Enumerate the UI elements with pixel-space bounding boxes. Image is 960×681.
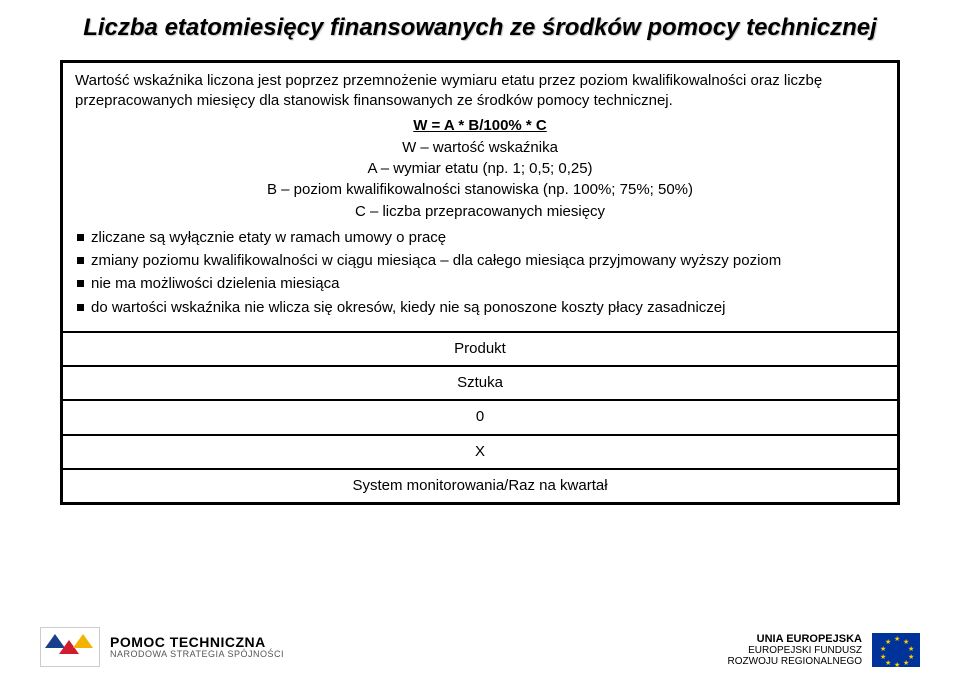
pomoc-techniczna-text: POMOC TECHNICZNA NARODOWA STRATEGIA SPÓJ… (110, 635, 284, 659)
row-produkt: Produkt (63, 333, 897, 367)
pt-line2: NARODOWA STRATEGIA SPÓJNOŚCI (110, 650, 284, 659)
bullet-item: do wartości wskaźnika nie wlicza się okr… (75, 298, 885, 318)
ue-line2: EUROPEJSKI FUNDUSZ (728, 645, 862, 656)
eu-flag-icon: ★ ★ ★ ★ ★ ★ ★ ★ ★ ★ (872, 633, 920, 667)
pomoc-techniczna-logo (40, 627, 100, 667)
def-c: C – liczba przepracowanych miesięcy (75, 202, 885, 222)
row-system: System monitorowania/Raz na kwartał (63, 470, 897, 502)
row-x: X (63, 436, 897, 470)
bullet-item: zliczane są wyłącznie etaty w ramach umo… (75, 228, 885, 248)
bullet-item: nie ma możliwości dzielenia miesiąca (75, 274, 885, 294)
bullet-item: zmiany poziomu kwalifikowalności w ciągu… (75, 251, 885, 271)
def-a: A – wymiar etatu (np. 1; 0,5; 0,25) (75, 159, 885, 179)
ue-line1: UNIA EUROPEJSKA (728, 633, 862, 645)
row-sztuka: Sztuka (63, 367, 897, 401)
bullet-list: zliczane są wyłącznie etaty w ramach umo… (75, 228, 885, 318)
method-intro: Wartość wskaźnika liczona jest poprzez p… (75, 71, 885, 112)
footer-right: UNIA EUROPEJSKA EUROPEJSKI FUNDUSZ ROZWO… (728, 633, 920, 667)
ue-line3: ROZWOJU REGIONALNEGO (728, 656, 862, 667)
row-zero: 0 (63, 401, 897, 435)
footer-left: POMOC TECHNICZNA NARODOWA STRATEGIA SPÓJ… (40, 627, 284, 667)
formula: W = A * B/100% * C (75, 116, 885, 136)
footer: POMOC TECHNICZNA NARODOWA STRATEGIA SPÓJ… (0, 627, 960, 667)
definition-table: Wartość wskaźnika liczona jest poprzez p… (60, 60, 900, 505)
pt-line1: POMOC TECHNICZNA (110, 635, 284, 650)
def-w: W – wartość wskaźnika (75, 138, 885, 158)
page-title: Liczba etatomiesięcy finansowanych ze śr… (0, 0, 960, 50)
def-b: B – poziom kwalifikowalności stanowiska … (75, 180, 885, 200)
ue-text: UNIA EUROPEJSKA EUROPEJSKI FUNDUSZ ROZWO… (728, 633, 862, 667)
method-cell: Wartość wskaźnika liczona jest poprzez p… (63, 63, 897, 333)
